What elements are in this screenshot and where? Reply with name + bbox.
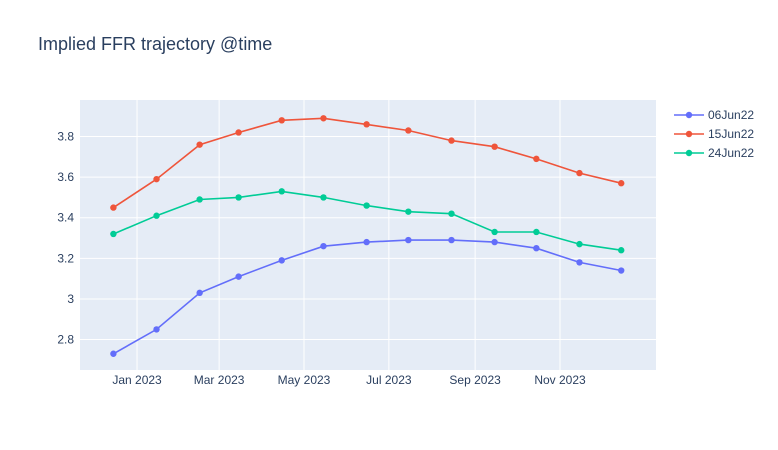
data-point [196,141,203,148]
series-24Jun22 [110,188,625,254]
data-point [618,247,625,254]
data-point [320,115,327,122]
legend-label: 24Jun22 [708,146,754,160]
data-point [576,259,583,266]
y-tick-label: 2.8 [57,333,74,347]
legend-swatch-marker [685,130,693,138]
data-point [153,212,160,219]
data-point [491,143,498,150]
series-layer [110,115,625,357]
data-point [363,121,370,128]
y-tick-label: 3.6 [57,170,74,184]
data-point [363,238,370,246]
data-point [110,230,117,238]
data-point [320,194,327,201]
data-point [576,169,583,177]
data-point [405,127,412,134]
data-point [448,210,455,217]
x-tick-label: Mar 2023 [194,373,245,387]
y-tick-label: 3.2 [57,251,74,265]
data-point [235,194,242,201]
y-tick-label: 3.8 [57,130,74,144]
legend: 06Jun22 15Jun22 24Jun22 [674,108,754,160]
y-tick-label: 3.4 [57,211,74,225]
series-06Jun22 [110,236,625,357]
x-tick-label: Nov 2023 [534,373,586,387]
legend-item[interactable]: 06Jun22 [674,108,754,122]
y-tick-label: 3 [67,292,74,306]
data-point [533,244,540,252]
data-point [320,242,327,250]
x-tick-label: Jan 2023 [112,373,162,387]
x-axis: Jan 2023 Mar 2023 May 2023 Jul 2023 Sep 2023… [112,373,586,387]
grid-lines [80,100,656,370]
x-tick-label: Jul 2023 [366,373,412,387]
data-point [405,208,412,215]
y-axis: 2.8 3 3.2 3.4 3.6 3.8 [57,130,74,347]
series-15Jun22 [110,115,625,211]
data-point [196,196,203,203]
data-point [491,238,498,246]
data-point [618,267,625,274]
data-point [533,155,540,163]
data-point [278,117,285,124]
data-point [363,202,370,209]
data-point [618,180,625,187]
legend-label: 15Jun22 [708,127,754,141]
data-point [153,175,160,183]
data-point [196,289,203,297]
data-point [448,236,455,244]
x-tick-label: Sep 2023 [449,373,501,387]
plot-area [80,100,656,370]
data-point [533,228,540,236]
chart-title: Implied FFR trajectory @time [38,34,272,54]
legend-swatch-marker [685,111,693,119]
legend-item[interactable]: 24Jun22 [674,146,754,160]
legend-swatch-marker [685,149,693,157]
data-point [278,188,285,195]
legend-item[interactable]: 15Jun22 [674,127,754,141]
data-point [153,326,160,333]
x-tick-label: May 2023 [278,373,331,387]
data-point [110,350,117,357]
data-point [576,240,583,248]
data-point [110,204,117,211]
data-point [491,228,498,236]
data-point [235,129,242,136]
data-point [405,236,412,244]
data-point [235,273,242,280]
data-point [278,257,285,264]
data-point [448,137,455,144]
legend-label: 06Jun22 [708,108,754,122]
